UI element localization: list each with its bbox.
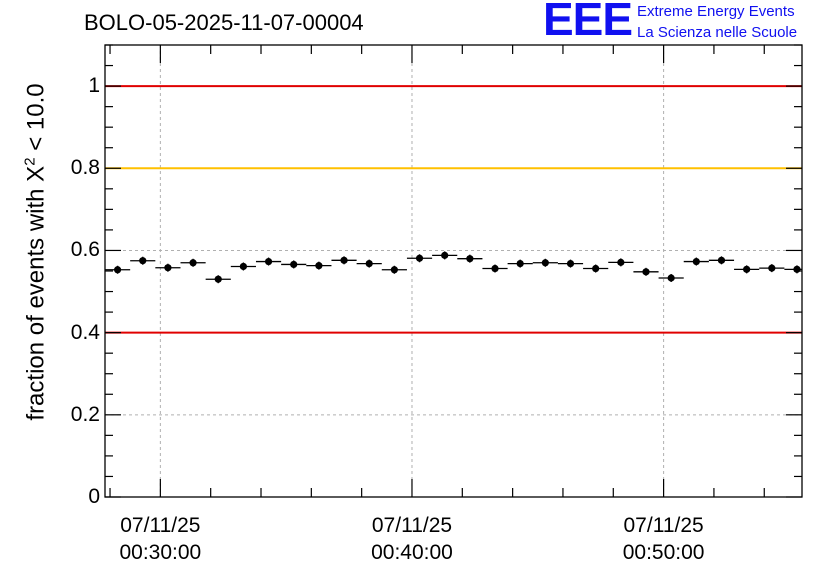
point-marker — [139, 257, 147, 265]
y-tick-label: 0.4 — [70, 320, 100, 344]
x-tick-time: 00:30:00 — [119, 541, 202, 564]
point-marker — [315, 262, 323, 270]
data-point — [306, 261, 332, 270]
data-point — [557, 259, 584, 268]
point-marker — [617, 258, 625, 266]
data-point — [230, 262, 256, 271]
x-tick-date: 07/11/25 — [120, 514, 201, 537]
data-point — [155, 263, 181, 272]
x-tick-date: 07/11/25 — [371, 514, 453, 537]
y-tick-label: 1 — [88, 74, 100, 98]
x-tick-time: 00:40:00 — [371, 541, 453, 564]
point-marker — [264, 257, 273, 266]
point-marker — [239, 262, 247, 271]
point-marker — [491, 264, 499, 273]
point-marker — [466, 255, 474, 263]
reference-lines — [105, 85, 802, 334]
x-tick-time: 00:50:00 — [622, 541, 705, 564]
point-marker — [743, 265, 751, 273]
point-marker — [113, 266, 122, 274]
data-points — [105, 251, 802, 284]
data-point — [734, 265, 760, 274]
chart-title: BOLO-05-2025-11-07-00004 — [84, 10, 364, 35]
x-tick-label: 07/11/25 00:40:00 — [371, 512, 453, 566]
data-point — [281, 260, 307, 269]
y-tick-label: 0 — [88, 485, 100, 508]
data-point — [381, 265, 407, 274]
point-marker — [290, 260, 298, 269]
data-point — [532, 258, 558, 267]
data-point — [432, 251, 458, 260]
point-marker — [717, 256, 726, 264]
data-point — [356, 259, 382, 268]
data-point — [784, 265, 802, 274]
data-point — [205, 275, 231, 284]
axes-frame — [104, 44, 803, 498]
point-marker — [516, 260, 524, 268]
plot-frame — [104, 44, 803, 498]
point-marker — [566, 260, 575, 268]
grid-lines — [105, 45, 802, 497]
data-point — [482, 264, 508, 273]
eee-logo-mark: EEE — [543, 0, 633, 45]
point-marker — [793, 265, 801, 273]
point-marker — [441, 251, 449, 259]
point-marker — [189, 259, 197, 267]
x-tick-label: 07/11/25 00:50:00 — [623, 512, 705, 566]
data-point — [130, 256, 156, 265]
y-tick-label: 0.8 — [70, 156, 100, 180]
data-point — [683, 257, 709, 266]
point-marker — [390, 266, 398, 274]
data-point — [331, 256, 357, 265]
point-marker — [415, 254, 424, 262]
point-marker — [164, 264, 172, 272]
data-point — [255, 257, 282, 266]
data-point — [180, 258, 206, 267]
x-tick-label: 07/11/25 00:30:00 — [119, 512, 201, 566]
y-axis-label-suffix: < 10.0 — [22, 83, 50, 158]
logo-line-1: Extreme Energy Events — [637, 3, 795, 20]
data-point — [608, 258, 634, 267]
y-axis-label-superscript: 2 — [21, 157, 39, 166]
data-point — [583, 264, 609, 273]
data-point — [406, 254, 433, 263]
y-axis-label-prefix: fraction of events with X — [22, 165, 50, 421]
data-point — [633, 267, 659, 276]
data-point — [759, 264, 785, 273]
logo-line-2: La Scienza nelle Scuole — [637, 24, 798, 41]
data-point — [457, 254, 483, 263]
point-marker — [642, 268, 650, 276]
data-point — [708, 256, 735, 265]
y-tick-label: 0.2 — [70, 402, 100, 426]
point-marker — [541, 259, 549, 267]
x-tick-date: 07/11/25 — [623, 514, 704, 537]
y-axis-label: fraction of events with X2 < 10.0 — [22, 83, 51, 420]
point-marker — [768, 264, 776, 272]
point-marker — [214, 275, 222, 283]
point-marker — [340, 256, 348, 264]
data-point — [507, 259, 533, 268]
point-marker — [592, 264, 600, 273]
y-tick-label: 0.6 — [70, 238, 100, 262]
point-marker — [667, 274, 675, 282]
data-point — [105, 265, 131, 274]
point-marker — [692, 257, 700, 266]
data-point — [658, 273, 684, 282]
point-marker — [365, 260, 373, 268]
